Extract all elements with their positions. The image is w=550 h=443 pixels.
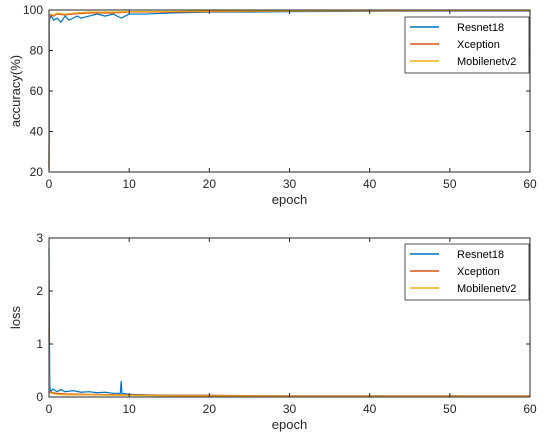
y-axis-label: loss: [8, 305, 23, 329]
x-tick-label: 50: [443, 177, 457, 191]
chart-panel-2: 0 10 20 30 40 50 60 0 1 2 3 epoch loss Resnet18 Xcepti…: [8, 231, 537, 432]
x-tick-label: 10: [122, 402, 136, 416]
y-tick-label: 0: [36, 390, 43, 404]
y-tick-label: 3: [36, 231, 43, 245]
y-tick-label: 80: [30, 44, 44, 58]
legend-label: Xception: [457, 39, 500, 51]
y-tick-label: 100: [23, 3, 43, 17]
x-tick-label: 60: [523, 177, 537, 191]
legend-label: Mobilenetv2: [457, 283, 516, 295]
series-line-mobilenetv2: [48, 9, 530, 166]
x-tick-label: 20: [203, 177, 217, 191]
x-tick-label: 0: [46, 402, 53, 416]
x-tick-label: 30: [283, 402, 297, 416]
legend-label: Xception: [457, 266, 500, 278]
legend: Resnet18 Xception Mobilenetv2: [404, 243, 530, 301]
x-tick-label: 10: [122, 177, 136, 191]
legend: Resnet18 Xception Mobilenetv2: [404, 16, 530, 74]
x-tick-label: 20: [203, 402, 217, 416]
y-tick-label: 40: [30, 125, 44, 139]
series-line-mobilenetv2: [48, 333, 530, 398]
chart-panel-1: 0 10 20 30 40 50 60 20 40 60 80 100 epoch accuracy(%)…: [8, 3, 537, 207]
legend-label: Resnet18: [457, 249, 504, 261]
x-axis-label: epoch: [272, 192, 307, 207]
legend-label: Mobilenetv2: [457, 56, 516, 68]
legend-label: Resnet18: [457, 22, 504, 34]
x-tick-label: 40: [363, 177, 377, 191]
y-axis-label: accuracy(%): [8, 55, 23, 127]
y-tick-label: 20: [30, 165, 44, 179]
x-tick-label: 60: [523, 402, 537, 416]
x-tick-label: 0: [46, 177, 53, 191]
y-tick-label: 60: [30, 84, 44, 98]
x-axis-label: epoch: [272, 417, 307, 432]
series-line-resnet18: [48, 10, 530, 170]
y-tick-label: 2: [36, 284, 43, 298]
x-tick-label: 50: [443, 402, 457, 416]
y-tick-label: 1: [36, 337, 43, 351]
x-tick-label: 40: [363, 402, 377, 416]
x-tick-label: 30: [283, 177, 297, 191]
